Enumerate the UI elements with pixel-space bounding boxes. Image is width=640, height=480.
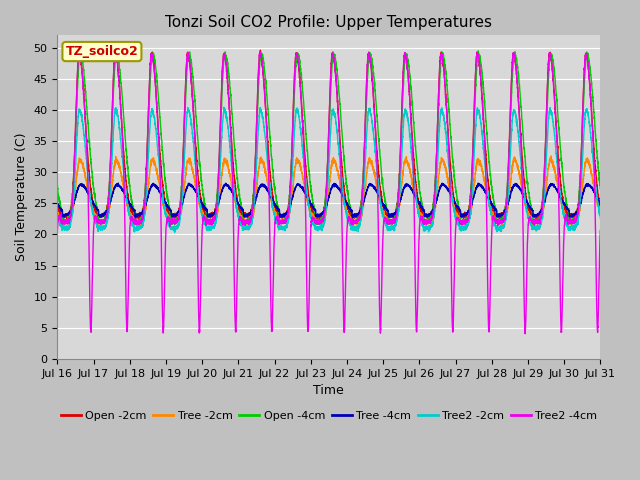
Tree2 -2cm: [420, 226, 428, 231]
Open -4cm: [308, 196, 316, 202]
Line: Tree2 -2cm: Tree2 -2cm: [58, 107, 600, 232]
Tree -4cm: [115, 180, 122, 186]
Tree -4cm: [420, 213, 428, 219]
Open -2cm: [257, 48, 264, 53]
Open -2cm: [424, 216, 432, 222]
Open -2cm: [596, 200, 604, 205]
Tree2 -4cm: [522, 331, 529, 336]
Tree2 -2cm: [481, 168, 489, 174]
Tree2 -4cm: [596, 228, 604, 233]
Tree2 -2cm: [596, 210, 604, 216]
Tree -2cm: [596, 211, 604, 216]
Tree2 -4cm: [596, 240, 604, 246]
Tree -2cm: [348, 223, 356, 228]
Tree2 -4cm: [451, 265, 458, 271]
Open -2cm: [151, 76, 159, 82]
Tree -4cm: [596, 201, 604, 206]
Text: TZ_soilco2: TZ_soilco2: [65, 45, 138, 58]
Tree2 -2cm: [220, 104, 228, 110]
Tree -2cm: [54, 210, 61, 216]
Tree -4cm: [54, 200, 61, 206]
Open -4cm: [596, 181, 604, 187]
Open -2cm: [481, 150, 489, 156]
Open -4cm: [241, 223, 248, 228]
Open -4cm: [481, 111, 489, 117]
Tree2 -2cm: [54, 213, 61, 219]
Tree2 -4cm: [481, 155, 489, 160]
Tree2 -4cm: [308, 215, 316, 220]
Tree2 -4cm: [256, 48, 264, 54]
Tree -2cm: [547, 153, 555, 159]
Line: Tree -2cm: Tree -2cm: [58, 156, 600, 226]
Line: Open -2cm: Open -2cm: [58, 50, 600, 219]
Tree -4cm: [481, 188, 489, 194]
Tree -4cm: [151, 182, 159, 188]
Tree2 -4cm: [151, 77, 159, 83]
Open -4cm: [474, 48, 482, 54]
Y-axis label: Soil Temperature (C): Soil Temperature (C): [15, 133, 28, 262]
Open -4cm: [451, 177, 458, 183]
Tree2 -2cm: [171, 229, 179, 235]
X-axis label: Time: Time: [314, 384, 344, 397]
Open -2cm: [308, 207, 316, 213]
Tree2 -4cm: [54, 227, 61, 233]
Tree2 -2cm: [451, 210, 458, 216]
Tree -4cm: [308, 203, 316, 209]
Tree -2cm: [451, 207, 458, 213]
Tree -2cm: [596, 210, 604, 216]
Tree -2cm: [308, 215, 316, 220]
Open -4cm: [54, 182, 61, 188]
Tree -4cm: [451, 199, 458, 204]
Tree2 -4cm: [420, 221, 428, 227]
Title: Tonzi Soil CO2 Profile: Upper Temperatures: Tonzi Soil CO2 Profile: Upper Temperatur…: [165, 15, 492, 30]
Tree2 -2cm: [309, 220, 317, 226]
Tree2 -2cm: [151, 120, 159, 126]
Tree -4cm: [596, 201, 604, 207]
Legend: Open -2cm, Tree -2cm, Open -4cm, Tree -4cm, Tree2 -2cm, Tree2 -4cm: Open -2cm, Tree -2cm, Open -4cm, Tree -4…: [56, 407, 602, 425]
Open -2cm: [420, 214, 428, 219]
Tree -4cm: [349, 215, 356, 220]
Tree2 -2cm: [596, 215, 604, 221]
Open -4cm: [151, 57, 159, 63]
Tree -2cm: [151, 160, 159, 166]
Line: Open -4cm: Open -4cm: [58, 51, 600, 226]
Tree -2cm: [481, 181, 489, 187]
Open -4cm: [596, 186, 604, 192]
Open -4cm: [420, 219, 428, 225]
Open -2cm: [451, 200, 458, 205]
Line: Tree2 -4cm: Tree2 -4cm: [58, 51, 600, 334]
Tree -2cm: [420, 218, 428, 224]
Open -2cm: [54, 203, 61, 208]
Line: Tree -4cm: Tree -4cm: [58, 183, 600, 217]
Open -2cm: [596, 204, 604, 209]
